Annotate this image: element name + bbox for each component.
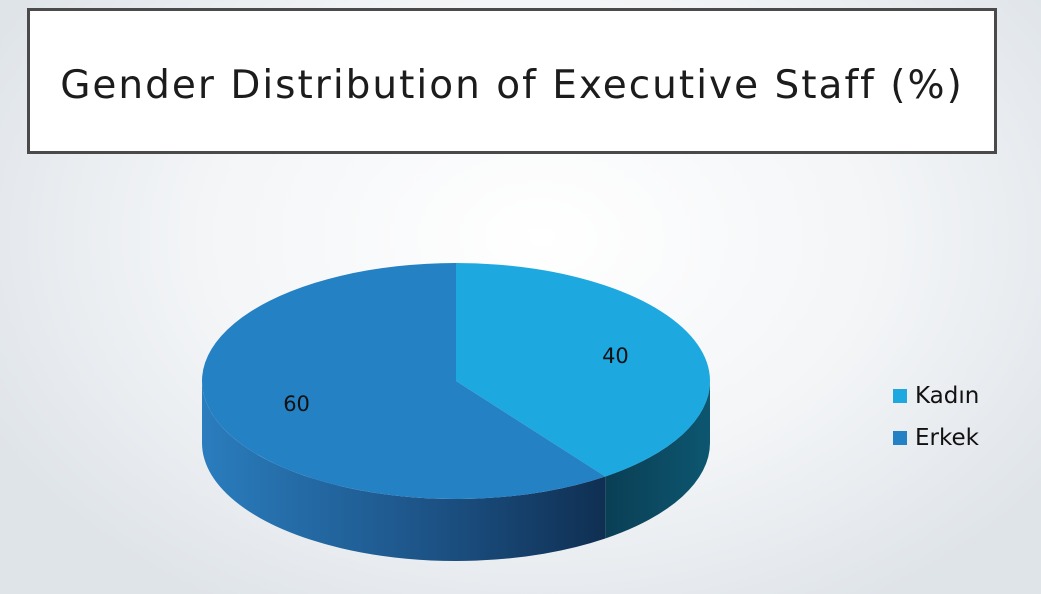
chart-title: Gender Distribution of Executive Staff (… — [60, 63, 964, 108]
pie-side-erkek — [202, 381, 606, 561]
pie-slice-erkek — [202, 263, 606, 499]
legend-label-kadin: Kadın — [915, 383, 980, 409]
legend-item-erkek: Erkek — [893, 418, 979, 458]
data-label-kadn: 40 — [602, 344, 629, 368]
legend-item-kadin: Kadın — [893, 376, 979, 416]
data-label-erkek: 60 — [283, 392, 310, 416]
pie-slice-kadn — [456, 263, 710, 477]
legend: Kadın Erkek — [893, 376, 979, 460]
legend-swatch-erkek — [893, 431, 907, 445]
title-box: Gender Distribution of Executive Staff (… — [27, 8, 997, 154]
pie-side-kadn — [605, 381, 710, 539]
legend-swatch-kadin — [893, 389, 907, 403]
legend-label-erkek: Erkek — [915, 425, 979, 451]
